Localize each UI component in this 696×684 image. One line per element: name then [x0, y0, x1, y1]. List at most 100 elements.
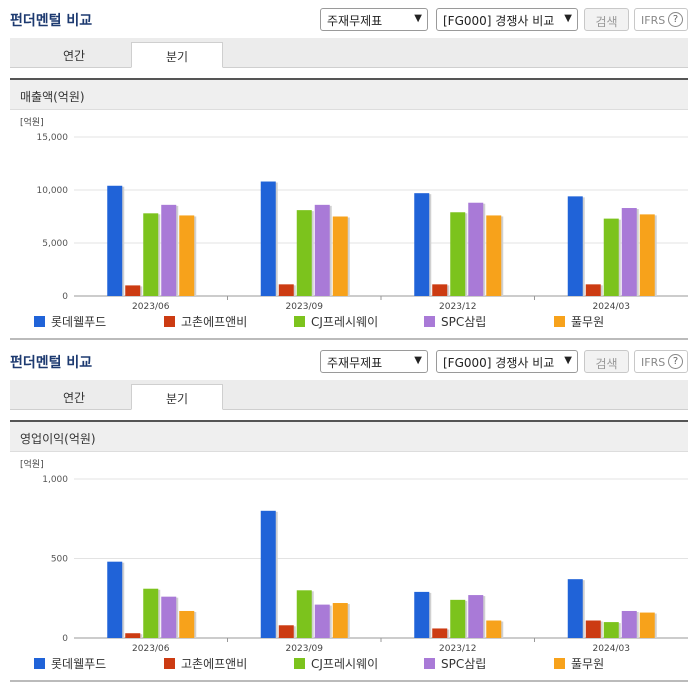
ifrs-button[interactable]: IFRS ?	[634, 350, 688, 373]
bar[interactable]	[260, 181, 276, 296]
bar[interactable]	[486, 215, 502, 296]
legend-swatch	[34, 316, 45, 327]
ifrs-button[interactable]: IFRS ?	[634, 8, 688, 31]
tab-quarterly[interactable]: 분기	[131, 384, 223, 410]
legend-swatch	[294, 658, 305, 669]
legend-label[interactable]: CJ프레시웨이	[311, 315, 378, 329]
peer-group-select[interactable]: [FG000] 경쟁사 비교 ▼	[436, 8, 578, 31]
chart-title: 매출액(억원)	[10, 80, 688, 110]
chevron-down-icon: ▼	[564, 13, 572, 24]
legend-swatch	[424, 316, 435, 327]
legend-label[interactable]: 풀무원	[571, 315, 604, 329]
bar[interactable]	[486, 620, 502, 638]
help-icon[interactable]: ?	[668, 12, 683, 27]
bar[interactable]	[107, 561, 123, 638]
bar[interactable]	[450, 212, 466, 296]
legend-label[interactable]: SPC삼립	[441, 315, 486, 329]
bar[interactable]	[432, 284, 448, 296]
bar[interactable]	[639, 214, 655, 296]
y-tick-label: 1,000	[42, 475, 68, 485]
bar[interactable]	[621, 208, 637, 296]
legend-label[interactable]: CJ프레시웨이	[311, 657, 378, 671]
bar[interactable]	[603, 218, 619, 296]
legend-swatch	[424, 658, 435, 669]
bar[interactable]	[314, 204, 330, 296]
chart-title: 영업이익(억원)	[10, 422, 688, 452]
bar[interactable]	[161, 204, 177, 296]
bar[interactable]	[585, 284, 601, 296]
bar[interactable]	[278, 284, 294, 296]
bar[interactable]	[414, 591, 430, 638]
y-tick-label: 0	[62, 292, 68, 302]
peer-group-select[interactable]: [FG000] 경쟁사 비교 ▼	[436, 350, 578, 373]
bar[interactable]	[278, 625, 294, 638]
bar[interactable]	[332, 603, 348, 638]
section-header: 펀더멘털 비교 주재무제표 ▼ [FG000] 경쟁사 비교 ▼ 검색 IFRS…	[0, 342, 696, 380]
bar[interactable]	[567, 579, 583, 638]
search-button[interactable]: 검색	[584, 350, 629, 373]
bar[interactable]	[468, 202, 484, 296]
legend-label[interactable]: 고촌에프앤비	[181, 657, 247, 671]
revenue-chart: [억원] 0 5,000 10,000 15,000 2023/06 2023/09 2023…	[20, 116, 688, 329]
statement-type-select[interactable]: 주재무제표 ▼	[320, 8, 428, 31]
y-tick-label: 500	[51, 555, 68, 565]
period-tabs: 연간 분기	[10, 38, 688, 68]
tab-annual[interactable]: 연간	[62, 49, 86, 63]
help-icon[interactable]: ?	[668, 354, 683, 369]
bar[interactable]	[296, 210, 312, 296]
chevron-down-icon: ▼	[414, 355, 422, 366]
legend-label[interactable]: 롯데웰푸드	[51, 315, 106, 329]
x-tick-label: 2023/09	[286, 302, 324, 312]
bar[interactable]	[603, 622, 619, 638]
bar[interactable]	[143, 588, 159, 638]
statement-type-value: 주재무제표	[327, 14, 383, 28]
bar[interactable]	[621, 610, 637, 638]
bar[interactable]	[125, 633, 141, 638]
statement-type-value: 주재무제표	[327, 356, 383, 370]
statement-type-select[interactable]: 주재무제표 ▼	[320, 350, 428, 373]
tab-quarterly[interactable]: 분기	[131, 42, 223, 68]
legend-label[interactable]: 고촌에프앤비	[181, 315, 247, 329]
legend-swatch	[164, 316, 175, 327]
bar[interactable]	[161, 596, 177, 638]
y-tick-label: 15,000	[37, 133, 69, 143]
section-title: 펀더멘털 비교	[10, 13, 93, 29]
legend-label[interactable]: 롯데웰푸드	[51, 657, 106, 671]
bar[interactable]	[260, 510, 276, 638]
peer-group-value: [FG000] 경쟁사 비교	[443, 356, 555, 370]
bar[interactable]	[143, 213, 159, 296]
x-tick-label: 2023/12	[439, 644, 476, 654]
operating-income-chart: [억원] 0 500 1,000 2023/06 2023/09 2023/12 2024/0…	[20, 458, 688, 671]
bar[interactable]	[585, 620, 601, 638]
ifrs-label: IFRS	[641, 14, 666, 27]
legend-swatch	[34, 658, 45, 669]
search-button[interactable]: 검색	[584, 8, 629, 31]
bar[interactable]	[450, 599, 466, 638]
legend-label[interactable]: SPC삼립	[441, 657, 486, 671]
y-tick-label: 0	[62, 634, 68, 644]
x-tick-label: 2023/09	[286, 644, 324, 654]
x-tick-label: 2024/03	[593, 302, 630, 312]
bar[interactable]	[332, 216, 348, 297]
bar[interactable]	[314, 604, 330, 638]
ifrs-label: IFRS	[641, 356, 666, 369]
fundamental-section-operating-income: 펀더멘털 비교 주재무제표 ▼ [FG000] 경쟁사 비교 ▼ 검색 IFRS…	[0, 342, 696, 682]
legend-swatch	[294, 316, 305, 327]
bar[interactable]	[567, 196, 583, 296]
bar[interactable]	[125, 285, 141, 296]
bar[interactable]	[179, 610, 195, 638]
bar[interactable]	[639, 612, 655, 638]
tab-annual[interactable]: 연간	[62, 391, 86, 405]
bar[interactable]	[414, 193, 430, 296]
chart-panel: 매출액(억원) [억원] 0 5,000 10,000 15,000 2023/06 202…	[10, 78, 688, 340]
period-tabs: 연간 분기	[10, 380, 688, 410]
legend-swatch	[554, 658, 565, 669]
y-tick-label: 5,000	[42, 239, 68, 249]
x-tick-label: 2023/06	[132, 302, 170, 312]
legend-label[interactable]: 풀무원	[571, 657, 604, 671]
bar[interactable]	[179, 215, 195, 296]
bar[interactable]	[296, 590, 312, 638]
bar[interactable]	[107, 185, 123, 296]
bar[interactable]	[468, 595, 484, 638]
bar[interactable]	[432, 628, 448, 638]
